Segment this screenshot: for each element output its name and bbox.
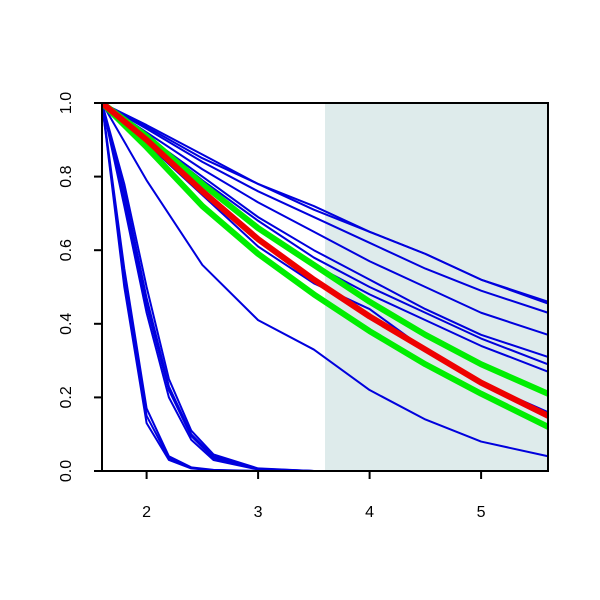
top-margin <box>0 0 600 103</box>
tick-label-layer: 2 3 4 5 0.0 0.2 0.4 0.6 0.8 1.0 <box>58 92 486 521</box>
y-tick-label: 0.4 <box>58 313 75 335</box>
x-tick-label: 4 <box>365 504 374 521</box>
series-line-blue-6 <box>101 102 315 472</box>
series-line-blue-7 <box>101 102 549 458</box>
x-tick-label: 2 <box>142 504 151 521</box>
series-line-blue-15 <box>101 102 549 305</box>
series-line-blue-1 <box>101 102 260 472</box>
shaded-region-layer <box>325 103 548 471</box>
y-tick-label: 0.8 <box>58 165 75 187</box>
series-line-blue-13 <box>101 102 549 314</box>
series-line-red-18 <box>99 100 551 419</box>
x-tick-label: 5 <box>477 504 486 521</box>
plot-frame <box>101 102 549 472</box>
y-tick-label: 0.0 <box>58 460 75 482</box>
y-tick-label: 0.2 <box>58 386 75 408</box>
y-tick-label: 1.0 <box>58 92 75 114</box>
shaded-region <box>325 103 548 471</box>
series-layer <box>99 100 551 472</box>
series-line-blue-12 <box>101 102 549 336</box>
series-line-green-16 <box>99 100 551 430</box>
bottom-margin <box>0 471 600 600</box>
y-tick-label: 0.6 <box>58 239 75 261</box>
x-tick-label: 3 <box>254 504 263 521</box>
series-line-green-17 <box>99 100 551 397</box>
